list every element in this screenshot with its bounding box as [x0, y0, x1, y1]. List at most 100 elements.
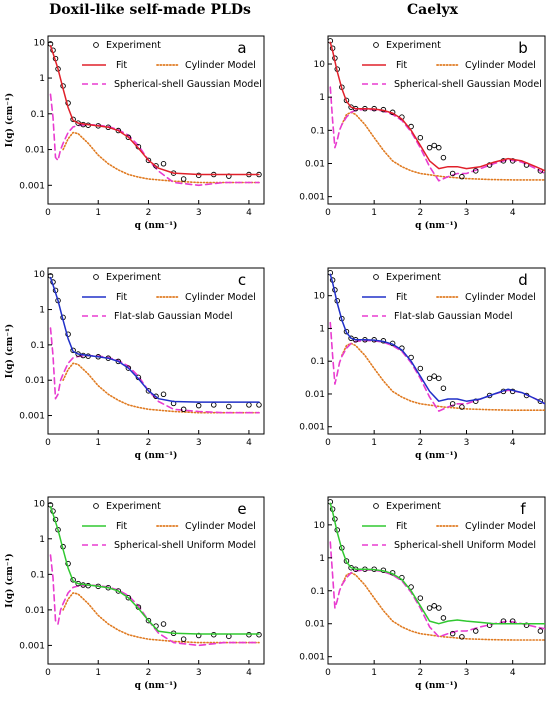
legend-experiment-marker — [373, 503, 379, 509]
x-tick-label: 3 — [464, 438, 470, 448]
data-point — [523, 622, 530, 628]
data-point — [431, 142, 437, 149]
legend: Experiment Fit Cylinder Model Spherical-she… — [82, 40, 262, 90]
data-point — [246, 402, 252, 408]
series-experiment — [48, 273, 262, 413]
x-tick-label: 2 — [417, 668, 423, 678]
legend-shell-label: Spherical-shell Uniform Model — [114, 540, 256, 551]
data-point — [145, 617, 152, 624]
x-tick-label: 3 — [464, 208, 470, 218]
data-point — [343, 328, 350, 335]
series-cylinder-model-line — [341, 342, 545, 412]
legend-experiment-label: Experiment — [106, 40, 161, 51]
data-point — [449, 401, 456, 407]
panel-letter: b — [518, 39, 528, 57]
panel-letter: d — [518, 271, 528, 289]
y-tick-label: 10 — [34, 38, 46, 48]
plot-frame — [327, 35, 546, 205]
series-cylinder-model-line — [341, 571, 545, 641]
y-tick-label: 0.1 — [31, 110, 45, 120]
data-point — [459, 634, 465, 640]
x-tick-label: 2 — [146, 668, 152, 678]
y-tick-label: 0.1 — [31, 341, 45, 351]
data-point — [145, 388, 152, 394]
x-tick-label: 1 — [371, 438, 377, 448]
legend-cylinder-label: Cylinder Model — [465, 60, 536, 71]
legend-fit-label: Fit — [116, 521, 127, 532]
data-point — [125, 594, 132, 601]
data-point — [211, 402, 217, 408]
x-tick-label: 4 — [510, 438, 516, 448]
x-tick-label: 0 — [45, 208, 51, 218]
data-point — [459, 173, 465, 180]
legend-experiment-label: Experiment — [386, 40, 441, 51]
x-tick-label: 1 — [95, 438, 101, 448]
y-tick-label: 1 — [319, 93, 325, 103]
x-tick-label: 0 — [325, 438, 331, 448]
data-point — [426, 144, 433, 151]
y-tick-label: 0.01 — [305, 390, 325, 400]
y-tick-label: 0.1 — [31, 570, 45, 580]
series-shell-model-line — [49, 554, 260, 647]
x-tick-label: 1 — [371, 668, 377, 678]
y-tick-label: 1 — [319, 324, 325, 334]
data-point — [472, 398, 479, 404]
y-tick-label: 0.1 — [311, 357, 325, 367]
legend-shell-label: Spherical-shell Uniform Model — [394, 540, 536, 551]
x-tick-label: 0 — [45, 668, 51, 678]
legend-experiment-label: Experiment — [106, 272, 161, 283]
legend-experiment-label: Experiment — [106, 501, 161, 512]
legend-experiment-marker — [93, 274, 99, 280]
y-tick-label: 0.01 — [305, 159, 325, 169]
y-tick-label: 0.1 — [311, 587, 325, 597]
plot-area — [48, 273, 262, 414]
legend-cylinder-label: Cylinder Model — [185, 60, 256, 71]
x-tick-label: 2 — [146, 208, 152, 218]
legend: Experiment Fit Cylinder Model Spherical-she… — [362, 40, 542, 90]
series-fit-line — [49, 276, 260, 403]
y-tick-label: 0.001 — [19, 181, 45, 191]
data-point — [195, 632, 202, 639]
plot-area — [48, 41, 262, 187]
x-tick-label: 4 — [246, 208, 252, 218]
x-tick-label: 1 — [371, 208, 377, 218]
legend-shell-label: Flat-slab Gaussian Model — [114, 311, 233, 322]
legend-cylinder-label: Cylinder Model — [465, 521, 536, 532]
data-point — [160, 621, 167, 627]
x-tick-label: 4 — [246, 438, 252, 448]
legend-shell-label: Flat-slab Gaussian Model — [394, 311, 513, 322]
y-tick-label: 10 — [314, 292, 326, 302]
data-point — [153, 163, 159, 169]
x-tick-label: 3 — [196, 438, 202, 448]
legend: Experiment Fit Cylinder Model Spherical-she… — [362, 501, 536, 551]
y-tick-label: 10 — [314, 60, 326, 70]
series-cylinder-model-line — [62, 592, 260, 644]
panel-b: 0 1 2 3 4 0.001 0.01 0.1 1 10 q (nm⁻¹) Experiment Fi… — [299, 35, 546, 231]
data-point — [537, 398, 544, 404]
y-tick-label: 10 — [34, 270, 46, 280]
data-point — [472, 628, 479, 634]
legend-fit-label: Fit — [396, 521, 407, 532]
panel-d: 0 1 2 3 4 0.001 0.01 0.1 1 10 q (nm⁻¹) Experiment Fi… — [299, 267, 546, 461]
data-point — [70, 577, 76, 583]
plot-frame — [47, 267, 265, 435]
plot-area — [328, 270, 545, 412]
y-tick-label: 1 — [319, 554, 325, 564]
legend: Experiment Fit Cylinder Model Flat-slab Gau… — [82, 272, 256, 322]
data-point — [160, 161, 167, 167]
y-tick-label: 0.01 — [25, 146, 45, 156]
plot-frame — [47, 496, 265, 665]
panel-c: 0 1 2 3 4 0.001 0.01 0.1 1 10 q (nm⁻¹) I(q) (cm⁻¹) E… — [4, 267, 265, 461]
y-tick-label: 0.1 — [311, 126, 325, 136]
data-point — [436, 605, 442, 611]
y-tick-label: 0.001 — [19, 641, 45, 651]
y-tick-label: 1 — [39, 306, 45, 316]
data-point — [195, 172, 202, 179]
y-tick-label: 0.01 — [25, 376, 45, 386]
plot-area — [328, 499, 545, 641]
left-column-title: Doxil-like self-made PLDs — [49, 2, 251, 18]
legend-experiment-marker — [93, 503, 99, 509]
data-point — [459, 404, 465, 410]
legend-experiment-label: Experiment — [386, 501, 441, 512]
y-axis-label: I(q) (cm⁻¹) — [4, 553, 15, 607]
